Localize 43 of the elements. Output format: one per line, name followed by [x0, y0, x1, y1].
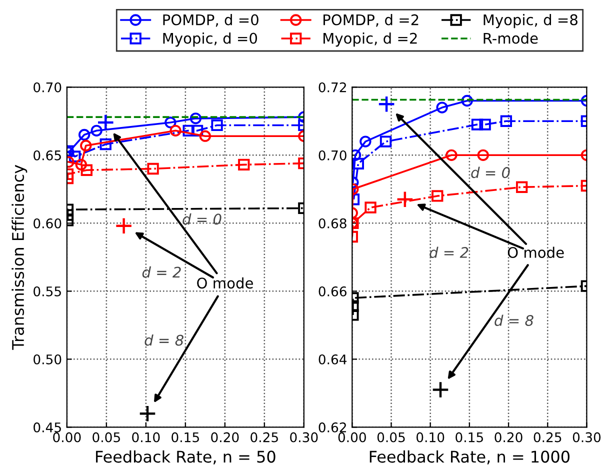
- annotation: O mode: [508, 246, 564, 258]
- x-tick-label: 0.00: [338, 432, 366, 442]
- x-tick-label: 0.00: [53, 432, 81, 442]
- y-axis-title: Transmission Efficiency: [12, 164, 28, 350]
- annotation: d = 2: [430, 246, 468, 258]
- x-axis-title: Feedback Rate, n = 1000: [370, 450, 570, 464]
- legend-label: Myopic, d =2: [324, 32, 417, 47]
- y-tick-label: 0.70: [34, 82, 62, 92]
- annotation: d = 8: [494, 314, 534, 326]
- x-tick-label: 0.25: [534, 432, 562, 442]
- x-tick-label: 0.20: [494, 432, 522, 442]
- annotation: d = 0: [182, 213, 222, 225]
- legend-label: POMDP, d =0: [163, 14, 258, 27]
- x-tick-label: 0.15: [456, 432, 483, 442]
- x-axis-title: Feedback Rate, n = 50: [96, 450, 276, 464]
- y-tick-label: 0.65: [34, 150, 61, 160]
- x-tick-label: 0.15: [172, 432, 199, 442]
- y-tick-label: 0.62: [318, 422, 346, 432]
- x-tick-label: 0.10: [416, 432, 444, 442]
- y-tick-label: 0.68: [318, 218, 346, 228]
- annotation: d = 8: [144, 334, 184, 346]
- y-tick-label: 0.66: [318, 286, 346, 296]
- y-tick-label: 0.72: [318, 82, 346, 92]
- annotation: d = 0: [471, 166, 510, 178]
- annotation: d = 2: [142, 266, 181, 278]
- x-tick-label: 0.30: [290, 432, 318, 442]
- y-tick-label: 0.55: [34, 286, 61, 296]
- legend-label: Myopic, d =0: [163, 32, 257, 47]
- legend-label: POMDP, d =2: [324, 14, 418, 27]
- x-tick-label: 0.05: [92, 432, 120, 442]
- x-tick-label: 0.05: [377, 432, 405, 442]
- annotation: O mode: [197, 277, 253, 289]
- y-tick-label: 0.45: [34, 422, 61, 432]
- y-tick-label: 0.60: [34, 218, 62, 228]
- x-tick-label: 0.10: [132, 432, 160, 442]
- x-tick-label: 0.20: [211, 432, 239, 442]
- x-tick-label: 0.25: [250, 432, 278, 442]
- y-tick-label: 0.50: [34, 354, 62, 364]
- x-tick-label: 0.30: [572, 432, 601, 442]
- legend-label: Myopic, d =8: [484, 14, 578, 28]
- y-tick-label: 0.70: [318, 150, 346, 160]
- y-tick-label: 0.64: [318, 354, 347, 364]
- legend-label: R-mode: [484, 32, 538, 44]
